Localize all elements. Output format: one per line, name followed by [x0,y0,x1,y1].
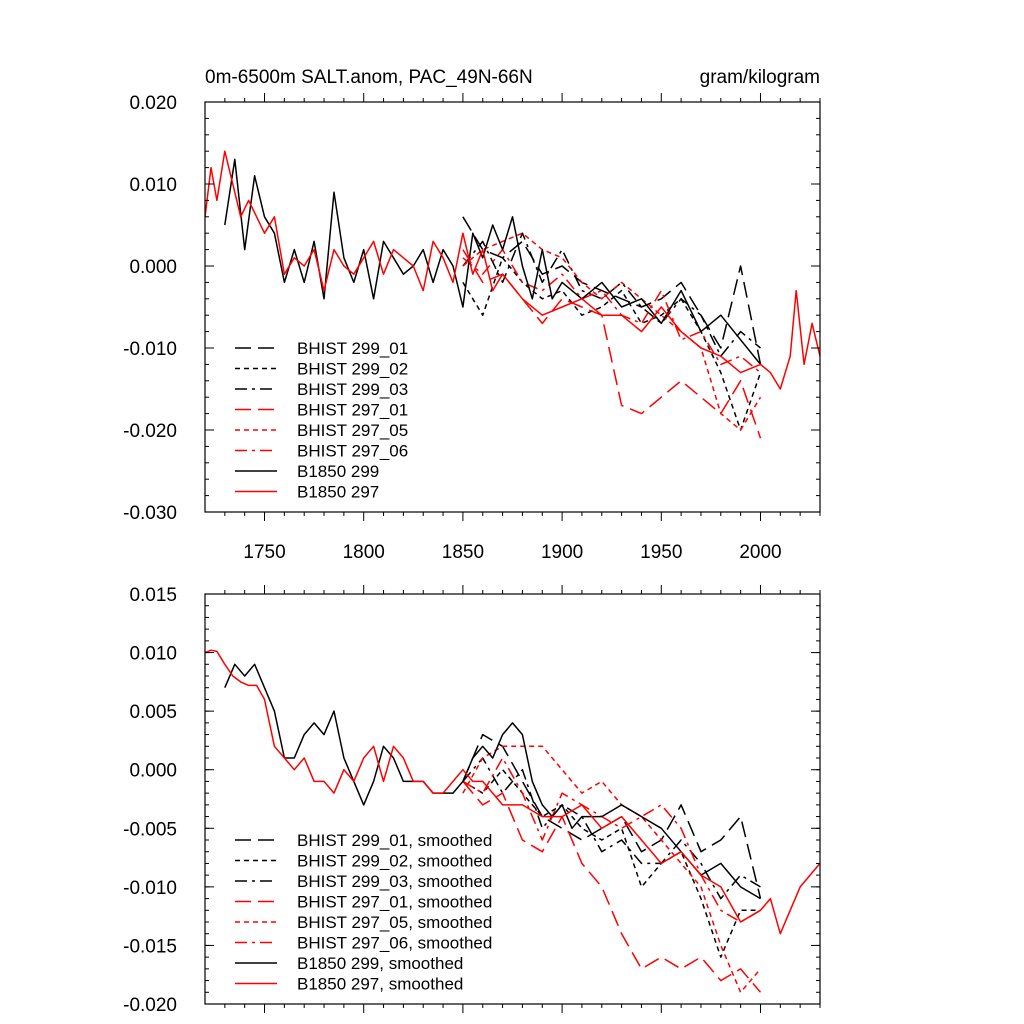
legend-label: B1850 297, smoothed [297,975,463,994]
bottom-y-tick-labels: 0.015 0.010 0.005 0.000 -0.005 -0.010 -0.015 -0… [123,585,177,1016]
x-tick-label: 1800 [343,542,385,563]
y-tick-label: 0.010 [129,175,177,196]
legend-label: BHIST 299_03, smoothed [297,872,492,891]
series-line [462,780,762,993]
bottom-plot-frame [204,593,821,1005]
series-line [462,745,762,994]
y-tick-label: -0.020 [123,995,177,1016]
legend-label: B1850 299, smoothed [297,954,463,973]
bottom-legend: BHIST 299_01, smoothed BHIST 299_02, smoo… [235,831,492,994]
x-tick-label: 1750 [243,542,285,563]
series-line [462,249,762,439]
top-ticks [205,93,821,521]
y-tick-label: -0.010 [123,339,177,360]
series-line [204,150,821,390]
legend-label: BHIST 297_01 [297,401,408,420]
y-tick-label: -0.030 [123,503,177,524]
series-line [462,232,761,357]
legend-label: BHIST 297_05 [297,421,408,440]
y-tick-label: 0.015 [129,585,177,606]
bottom-series-layer [204,649,821,994]
panel-units: gram/kilogram [700,67,820,88]
y-tick-label: 0.020 [129,93,177,114]
series-line [462,757,761,923]
x-tick-label: 2000 [739,542,781,563]
y-tick-label: -0.020 [123,421,177,442]
legend-label: BHIST 297_06, smoothed [297,934,492,953]
y-tick-label: -0.010 [123,878,177,899]
legend-label: BHIST 299_01, smoothed [297,831,492,850]
series-line [462,216,762,365]
top-y-tick-labels: 0.020 0.010 0.000 -0.010 -0.020 -0.030 [123,93,177,524]
legend-label: BHIST 299_01 [297,339,408,358]
legend-label: BHIST 299_03 [297,380,408,399]
y-tick-label: -0.005 [123,819,177,840]
series-line [462,257,762,431]
x-tick-label: 1850 [442,542,484,563]
top-series-layer [204,150,821,439]
y-tick-label: 0.000 [129,761,177,782]
top-panel: 0m-6500m SALT.anom, PAC_49N-66N gram/kil… [123,67,821,563]
series-line [462,248,761,374]
legend-label: B1850 299 [297,462,379,481]
top-x-tick-labels: 1750 1800 1850 1900 1950 2000 [243,542,781,563]
legend-label: BHIST 299_02, smoothed [297,852,492,871]
top-plot-frame [204,101,821,513]
bottom-panel: 0.015 0.010 0.005 0.000 -0.005 -0.010 -0.015 -0… [123,585,821,1016]
panel-title: 0m-6500m SALT.anom, PAC_49N-66N [205,67,533,88]
x-tick-label: 1950 [640,542,682,563]
series-line [204,649,821,935]
bottom-ticks [205,585,821,1013]
legend-label: B1850 297 [297,483,379,502]
series-line [462,232,762,431]
series-line [462,733,762,899]
legend-label: BHIST 299_02 [297,360,408,379]
x-tick-label: 1900 [541,542,583,563]
y-tick-label: -0.015 [123,936,177,957]
y-tick-label: 0.010 [129,644,177,665]
y-tick-label: 0.000 [129,257,177,278]
y-tick-label: 0.005 [129,702,177,723]
legend-label: BHIST 297_01, smoothed [297,893,492,912]
series-line [224,663,761,900]
legend-label: BHIST 297_05, smoothed [297,913,492,932]
legend-label: BHIST 297_06 [297,442,408,461]
series-line [462,757,761,900]
